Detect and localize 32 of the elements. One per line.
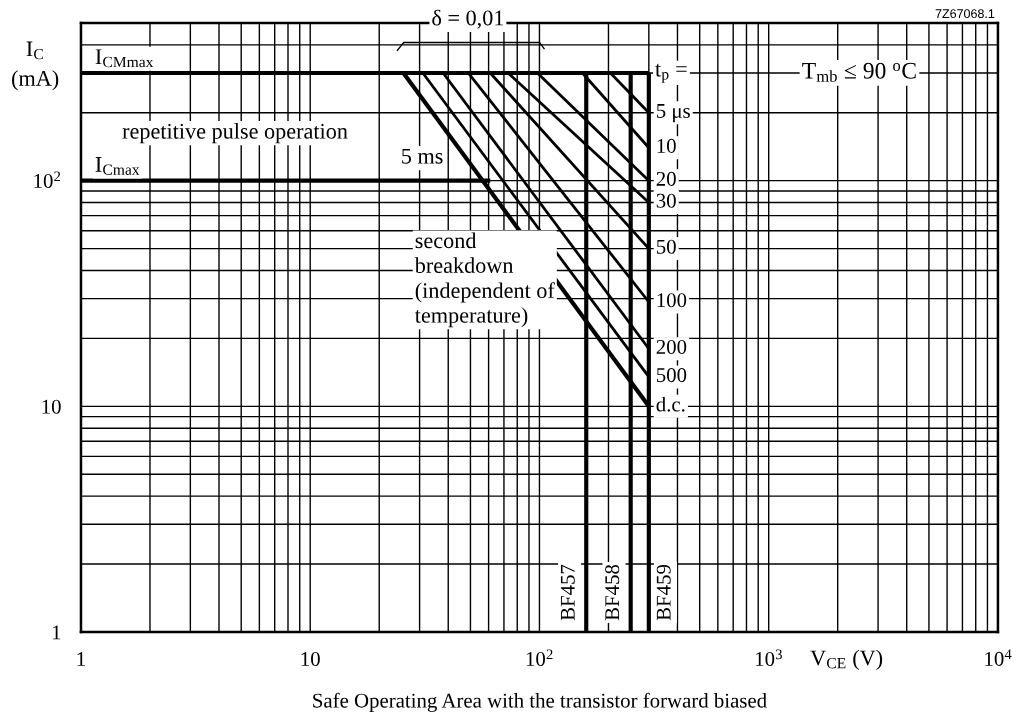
y-tick-label: 10	[42, 399, 61, 414]
annotation: second breakdown (independent of temperature)	[414, 232, 555, 328]
series-label: 10	[657, 138, 676, 153]
series-label: 50	[656, 239, 676, 254]
x-tick-label: 10$^{2}$	[526, 649, 553, 666]
y-tick-label: 1	[52, 625, 61, 640]
annotation: 5 ms	[402, 148, 443, 164]
x-tick-label: 10$^{4}$	[985, 649, 1012, 666]
x-tick-label: 10$^{3}$	[756, 649, 782, 666]
series-label: 20	[656, 171, 676, 186]
series-label: 100	[657, 293, 687, 308]
text: BF459	[656, 564, 671, 621]
x-tick-label: 10	[301, 652, 320, 667]
series-label: 500	[656, 368, 687, 383]
text: BF458	[605, 564, 620, 621]
annotation: δ = 0,01	[432, 9, 504, 29]
series-label: I$_{CMmax}$	[95, 49, 154, 68]
series-label: 5 μs	[656, 104, 690, 123]
text: 7Z67068.1	[935, 9, 995, 19]
series-label: 200	[656, 339, 687, 354]
y-axis-title: I$_{C}$ (mA)	[12, 41, 59, 91]
annotation: repetitive pulse operation	[122, 123, 348, 144]
annotation: T$_{mb}$ ≤ 90 $^{o}$C	[802, 62, 916, 82]
x-tick-label: 1	[77, 652, 85, 666]
text: BF457	[560, 564, 575, 621]
x-axis-title: V$_{CE}$ (V)	[810, 649, 883, 670]
series-label: 30	[656, 193, 676, 208]
y-tick-label: 10$^{2}$	[34, 171, 61, 188]
series-label: I$_{Cmax}$	[95, 157, 140, 175]
annotation: t$_{p}$ =	[655, 63, 687, 83]
series-label: d.c.	[656, 396, 685, 412]
text: Safe Operating Area with the transistor forward biased	[313, 692, 767, 712]
